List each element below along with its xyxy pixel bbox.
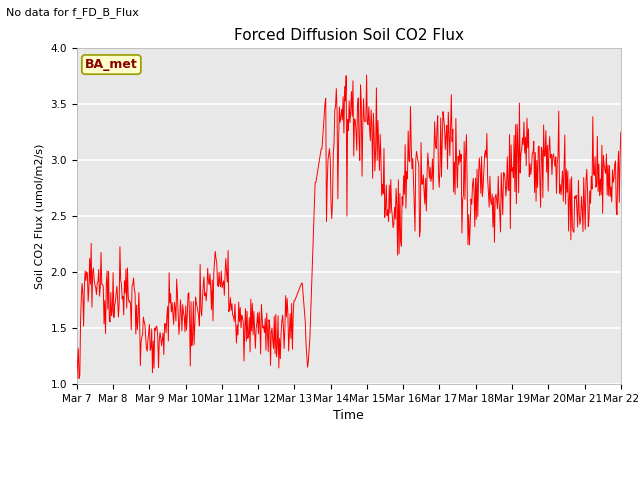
X-axis label: Time: Time [333, 409, 364, 422]
Text: No data for f_FD_B_Flux: No data for f_FD_B_Flux [6, 7, 140, 18]
Text: BA_met: BA_met [85, 58, 138, 71]
Y-axis label: Soil CO2 Flux (umol/m2/s): Soil CO2 Flux (umol/m2/s) [35, 144, 45, 288]
Title: Forced Diffusion Soil CO2 Flux: Forced Diffusion Soil CO2 Flux [234, 28, 464, 43]
